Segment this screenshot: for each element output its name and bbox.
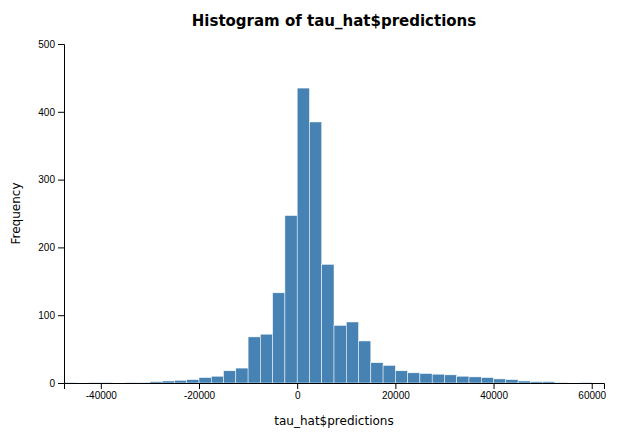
y-tick: 0 bbox=[49, 378, 64, 389]
y-tick-label: 100 bbox=[38, 310, 55, 321]
plot: -40000 -20000 0 20000 40000 60000 0 100 200 300 40… bbox=[38, 39, 606, 401]
x-axis-title: tau_hat$predictions bbox=[274, 414, 393, 428]
x-tick-label: -20000 bbox=[184, 390, 216, 401]
bar bbox=[64, 382, 76, 383]
x-tick-label: 0 bbox=[295, 390, 301, 401]
bar bbox=[224, 371, 236, 383]
x-tick-label: -40000 bbox=[86, 390, 118, 401]
bar bbox=[199, 378, 211, 383]
bar bbox=[346, 322, 358, 383]
bar bbox=[395, 371, 407, 383]
bar bbox=[530, 382, 542, 383]
x-tick: -20000 bbox=[184, 383, 216, 401]
bar bbox=[518, 381, 530, 383]
y-tick-mark bbox=[58, 112, 64, 113]
y-tick-label: 0 bbox=[49, 378, 55, 389]
bar bbox=[579, 382, 591, 383]
bar bbox=[359, 341, 371, 383]
bar bbox=[309, 122, 321, 383]
y-tick: 300 bbox=[38, 174, 64, 185]
bar bbox=[408, 373, 420, 383]
bar bbox=[494, 379, 506, 383]
y-tick: 400 bbox=[38, 107, 64, 118]
bar bbox=[469, 377, 481, 383]
x-axis-line bbox=[65, 384, 605, 390]
bar bbox=[297, 88, 309, 383]
bar bbox=[444, 375, 456, 383]
y-tick: 500 bbox=[38, 39, 64, 50]
x-tick-label: 40000 bbox=[480, 390, 508, 401]
bar bbox=[236, 368, 248, 383]
x-tick-mark bbox=[297, 383, 298, 389]
y-tick-mark bbox=[58, 44, 64, 45]
bar bbox=[420, 374, 432, 383]
bar bbox=[383, 365, 395, 383]
bar bbox=[334, 325, 346, 383]
bar bbox=[113, 383, 125, 384]
bar bbox=[285, 216, 297, 383]
bar bbox=[543, 382, 555, 383]
bar bbox=[125, 382, 137, 383]
bar bbox=[432, 374, 444, 383]
bar bbox=[76, 383, 88, 384]
bar bbox=[187, 380, 199, 383]
bar bbox=[457, 376, 469, 383]
bar bbox=[506, 380, 518, 383]
bar bbox=[89, 382, 101, 383]
bar bbox=[260, 334, 272, 383]
y-tick-mark bbox=[58, 247, 64, 248]
x-tick-mark bbox=[592, 383, 593, 389]
x-tick-label: 60000 bbox=[578, 390, 606, 401]
x-tick: 0 bbox=[295, 383, 301, 401]
y-tick-label: 300 bbox=[38, 174, 55, 185]
y-tick-mark bbox=[58, 315, 64, 316]
bar bbox=[481, 378, 493, 383]
x-tick: 60000 bbox=[578, 383, 606, 401]
bar bbox=[273, 293, 285, 383]
bar bbox=[371, 363, 383, 383]
bar bbox=[101, 382, 113, 383]
bar bbox=[211, 376, 223, 383]
y-tick-label: 200 bbox=[38, 242, 55, 253]
x-tick-mark bbox=[395, 383, 396, 389]
bar bbox=[555, 382, 567, 383]
bar bbox=[162, 381, 174, 383]
y-axis-line bbox=[58, 45, 65, 384]
y-tick-mark bbox=[58, 383, 64, 384]
bar bbox=[322, 264, 334, 383]
y-axis: 0 100 200 300 400 500 bbox=[38, 39, 64, 389]
x-tick: -40000 bbox=[86, 383, 118, 401]
x-tick-mark bbox=[101, 383, 102, 389]
y-tick-label: 500 bbox=[38, 39, 55, 50]
bars bbox=[64, 88, 592, 383]
bar bbox=[174, 380, 186, 383]
y-tick-mark bbox=[58, 180, 64, 181]
y-tick-label: 400 bbox=[38, 107, 55, 118]
bar bbox=[138, 382, 150, 383]
chart: -40000 -20000 0 20000 40000 60000 0 100 200 300 40… bbox=[0, 0, 628, 437]
x-tick: 20000 bbox=[382, 383, 410, 401]
y-tick: 200 bbox=[38, 242, 64, 253]
bar bbox=[248, 337, 260, 383]
y-axis-title: Frequency bbox=[9, 183, 23, 245]
x-tick-label: 20000 bbox=[382, 390, 410, 401]
title: Histogram of tau_hat$predictions bbox=[192, 12, 477, 30]
bar bbox=[150, 382, 162, 383]
x-tick-mark bbox=[494, 383, 495, 389]
x-tick-mark bbox=[199, 383, 200, 389]
x-tick: 40000 bbox=[480, 383, 508, 401]
y-tick: 100 bbox=[38, 310, 64, 321]
x-axis: -40000 -20000 0 20000 40000 60000 bbox=[65, 383, 607, 401]
bar bbox=[567, 383, 579, 384]
